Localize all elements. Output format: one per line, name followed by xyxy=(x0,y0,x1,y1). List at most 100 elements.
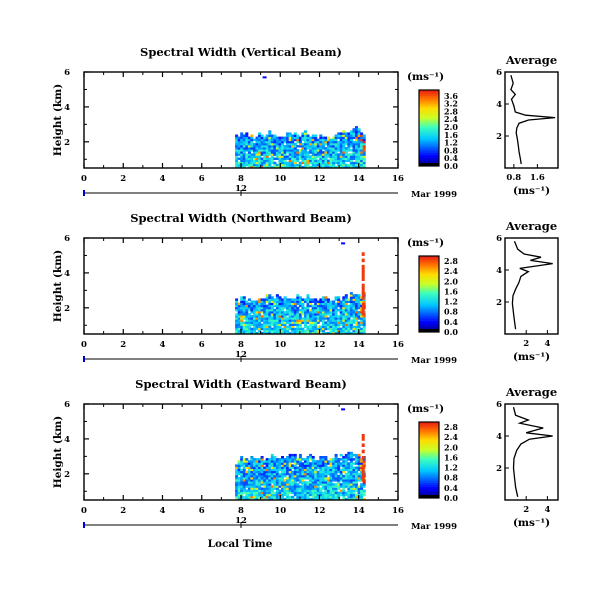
heatmap-cell xyxy=(296,474,300,478)
heatmap-cell xyxy=(344,464,348,467)
heatmap-cell xyxy=(347,479,351,482)
heatmap-cell xyxy=(291,165,295,169)
heatmap-cell xyxy=(355,308,358,312)
heatmap-cell xyxy=(263,493,267,497)
heatmap-cell xyxy=(357,161,361,165)
heatmap-cell xyxy=(237,302,241,306)
heatmap-cell xyxy=(319,302,323,306)
heatmap-cell xyxy=(245,140,249,144)
heatmap-cell xyxy=(360,487,364,490)
heatmap-cell xyxy=(286,329,290,333)
heatmap-cell xyxy=(245,477,249,480)
heatmap-cell xyxy=(265,138,269,142)
heatmap-cell xyxy=(314,165,318,169)
heatmap-cell xyxy=(240,138,244,142)
heatmap-cell xyxy=(357,296,361,299)
heatmap-cell xyxy=(337,132,341,135)
heatmap-cell xyxy=(260,472,264,476)
heatmap-cell xyxy=(235,466,239,469)
colorbar-swatch xyxy=(419,259,439,262)
heatmap-cell xyxy=(301,489,305,492)
heatmap-cell xyxy=(273,464,277,467)
heatmap-cell xyxy=(347,315,351,318)
heatmap-cell xyxy=(355,159,358,163)
heatmap-cell xyxy=(327,319,330,322)
heatmap-cell xyxy=(319,489,323,492)
heatmap-cell xyxy=(329,155,333,158)
heatmap-cell xyxy=(237,308,241,312)
heatmap-cell xyxy=(247,302,251,306)
heatmap-cell xyxy=(253,464,256,467)
heatmap-cell xyxy=(298,319,302,322)
heatmap-cell xyxy=(286,317,290,320)
heatmap-cell xyxy=(309,159,313,163)
heatmap-cell xyxy=(245,479,249,482)
heatmap-cell xyxy=(342,147,346,150)
heatmap-cell xyxy=(306,487,310,490)
profile-y-tick-label: 4 xyxy=(496,266,502,276)
heatmap-cell xyxy=(273,147,277,150)
heatmap-cell xyxy=(337,493,341,497)
heatmap-cell xyxy=(347,474,351,478)
profile-y-tick-label: 2 xyxy=(496,464,502,474)
heatmap-cell xyxy=(273,311,277,314)
heatmap-cell xyxy=(342,130,346,133)
heatmap-cell xyxy=(240,495,244,499)
heatmap-cell xyxy=(344,153,348,156)
heatmap-cell xyxy=(240,304,244,308)
heatmap-cell xyxy=(337,155,341,158)
heatmap-cell xyxy=(329,470,333,474)
heatmap-cell xyxy=(352,485,356,488)
heatmap-cell xyxy=(321,302,325,306)
heatmap-cell xyxy=(306,466,310,469)
profile-y-tick-label: 6 xyxy=(496,68,502,78)
heatmap-cell xyxy=(342,136,346,140)
heatmap-cell xyxy=(329,315,333,318)
colorbar-tick-label: 2.0 xyxy=(444,442,458,452)
heatmap-cell xyxy=(263,140,267,144)
heatmap-cell xyxy=(316,151,320,154)
colorbar-swatch xyxy=(419,452,439,455)
colorbar-swatch xyxy=(419,91,439,95)
heatmap-cell xyxy=(309,493,313,497)
heatmap-cell xyxy=(273,497,277,501)
heatmap-cell xyxy=(327,308,330,312)
heatmap-cell xyxy=(352,491,356,495)
profile-x-tick-label: 4 xyxy=(544,505,550,515)
heatmap-cell xyxy=(362,319,366,322)
heatmap-cell xyxy=(270,329,274,333)
heatmap-cell xyxy=(255,319,259,322)
heatmap-cell xyxy=(260,134,264,137)
heatmap-cell xyxy=(278,147,282,150)
heatmap-cell xyxy=(321,165,325,169)
heatmap-cell xyxy=(258,493,262,497)
heatmap-cell xyxy=(298,453,302,457)
heatmap-cell xyxy=(311,157,315,160)
colorbar-swatch xyxy=(419,267,439,270)
colorbar-swatch xyxy=(419,480,439,484)
heatmap-cell xyxy=(355,481,358,484)
heatmap-cell xyxy=(319,138,323,142)
heatmap-cell xyxy=(321,308,325,312)
heatmap-cell xyxy=(301,464,305,467)
heatmap-cell xyxy=(357,155,361,158)
heatmap-cell xyxy=(339,493,343,497)
heatmap-cell xyxy=(273,323,277,326)
heatmap-cell xyxy=(286,325,290,329)
heatmap-cell xyxy=(337,470,341,474)
heatmap-cell xyxy=(352,304,356,308)
heatmap-cell xyxy=(253,477,256,480)
heatmap-cell xyxy=(270,311,274,314)
heatmap-cell xyxy=(342,151,346,154)
heatmap-cell xyxy=(347,308,351,312)
heatmap-cell xyxy=(291,315,295,318)
heatmap-cell xyxy=(337,159,341,163)
heatmap-cell xyxy=(253,151,256,154)
colorbar-tick-label: 1.2 xyxy=(444,463,458,473)
heatmap-cell xyxy=(327,466,330,469)
heatmap-cell xyxy=(339,485,343,488)
heatmap-cell xyxy=(288,479,292,482)
heatmap-cell xyxy=(242,474,246,478)
heatmap-cell xyxy=(332,470,336,474)
heatmap-cell xyxy=(332,149,336,152)
